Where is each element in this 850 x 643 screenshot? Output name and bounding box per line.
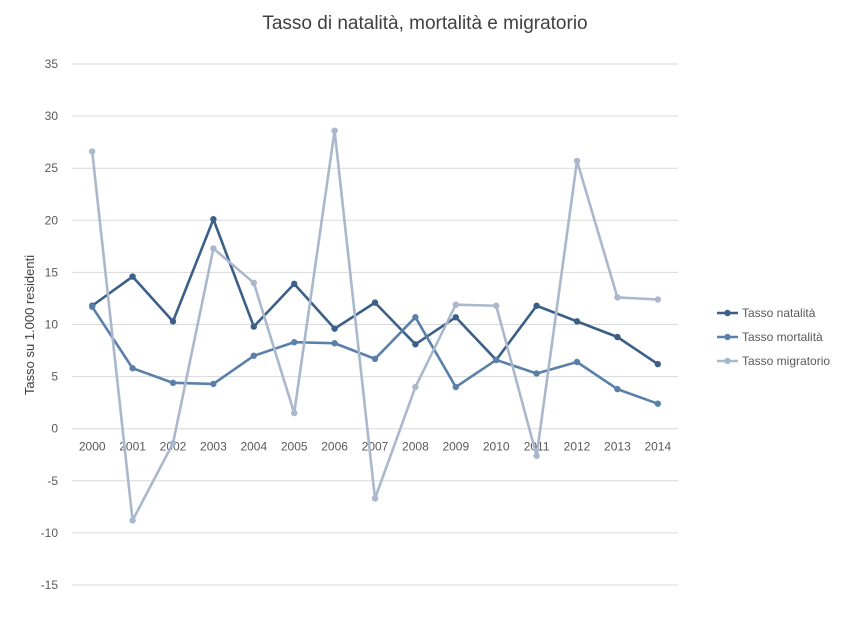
data-point[interactable] [250, 279, 257, 287]
x-tick-label: 2002 [160, 440, 187, 454]
series-line [90, 305, 660, 405]
x-tick-label: 2007 [362, 440, 389, 454]
y-tick-label: 5 [51, 370, 58, 384]
legend-item[interactable]: Tasso mortalità [717, 330, 823, 344]
data-point[interactable] [573, 358, 581, 366]
chart-title: Tasso di natalità, mortalità e migratori… [262, 13, 587, 34]
data-point[interactable] [654, 400, 661, 407]
data-point[interactable] [129, 517, 136, 524]
data-point[interactable] [573, 318, 581, 325]
data-point[interactable] [452, 314, 459, 321]
legend-label: Tasso natalità [742, 306, 816, 320]
data-point[interactable] [412, 341, 419, 348]
data-point[interactable] [533, 452, 540, 459]
x-tick-label: 2000 [79, 440, 106, 454]
data-point[interactable] [493, 356, 500, 364]
data-point[interactable] [169, 379, 177, 387]
x-tick-label: 2013 [604, 440, 631, 454]
x-tick-label: 2009 [442, 440, 469, 454]
y-tick-label: 30 [45, 109, 59, 123]
data-point[interactable] [210, 216, 217, 223]
data-point[interactable] [412, 383, 419, 391]
data-point[interactable] [654, 360, 661, 368]
series-1 [89, 216, 661, 368]
data-point[interactable] [331, 325, 338, 332]
legend-item[interactable]: Tasso migratorio [717, 354, 830, 368]
series-line [90, 217, 660, 366]
data-point[interactable] [129, 273, 136, 280]
data-point[interactable] [129, 365, 136, 372]
legend-swatch-marker [724, 333, 731, 341]
data-point[interactable] [291, 280, 298, 288]
y-tick-label: -15 [41, 578, 59, 592]
series-3 [89, 127, 661, 524]
data-point[interactable] [250, 352, 257, 359]
data-point[interactable] [654, 296, 661, 303]
x-tick-label: 2012 [564, 440, 591, 454]
y-tick-label: 0 [51, 422, 58, 436]
y-tick-label: 10 [45, 318, 59, 332]
x-tick-label: 2004 [240, 440, 267, 454]
legend: Tasso natalità Tasso mortalità Tasso migra… [717, 306, 830, 368]
series-group [89, 127, 661, 524]
data-point[interactable] [614, 294, 621, 301]
legend-label: Tasso mortalità [742, 330, 823, 344]
data-point[interactable] [210, 245, 217, 252]
data-point[interactable] [371, 495, 379, 502]
data-point[interactable] [533, 370, 540, 377]
legend-label: Tasso migratorio [742, 354, 830, 368]
data-point[interactable] [331, 127, 338, 134]
data-point[interactable] [331, 340, 338, 347]
data-point[interactable] [291, 339, 298, 346]
x-tick-label: 2006 [321, 440, 348, 454]
data-point[interactable] [452, 301, 459, 308]
data-point[interactable] [371, 355, 379, 363]
y-axis-ticks: 35 30 25 20 15 10 5 0 -5 -10 -15 [41, 57, 59, 592]
data-point[interactable] [614, 385, 621, 393]
y-tick-label: 35 [45, 57, 59, 71]
series-line [90, 129, 660, 522]
y-axis-label: Tasso su 1.000 residenti [22, 255, 37, 395]
data-point[interactable] [573, 157, 581, 165]
data-point[interactable] [89, 303, 96, 310]
data-point[interactable] [614, 333, 621, 341]
legend-swatch-marker [724, 309, 731, 317]
data-point[interactable] [493, 302, 500, 309]
y-tick-label: 20 [45, 213, 59, 227]
x-tick-label: 2008 [402, 440, 429, 454]
x-tick-label: 2003 [200, 440, 227, 454]
data-point[interactable] [89, 148, 96, 155]
data-point[interactable] [291, 409, 298, 417]
data-point[interactable] [371, 299, 379, 306]
data-point[interactable] [169, 318, 177, 325]
legend-swatch-marker [724, 357, 731, 365]
data-point[interactable] [250, 323, 257, 330]
x-tick-label: 2010 [483, 440, 510, 454]
y-tick-label: 15 [45, 265, 59, 279]
data-point[interactable] [169, 440, 177, 447]
x-tick-label: 2014 [644, 440, 671, 454]
y-tick-label: 25 [45, 161, 59, 175]
data-point[interactable] [452, 383, 459, 391]
y-tick-label: -10 [41, 526, 59, 540]
legend-item[interactable]: Tasso natalità [717, 306, 816, 320]
data-point[interactable] [412, 314, 419, 321]
data-point[interactable] [210, 380, 217, 388]
y-tick-label: -5 [47, 474, 58, 488]
x-tick-label: 2005 [281, 440, 308, 454]
data-point[interactable] [533, 302, 540, 309]
